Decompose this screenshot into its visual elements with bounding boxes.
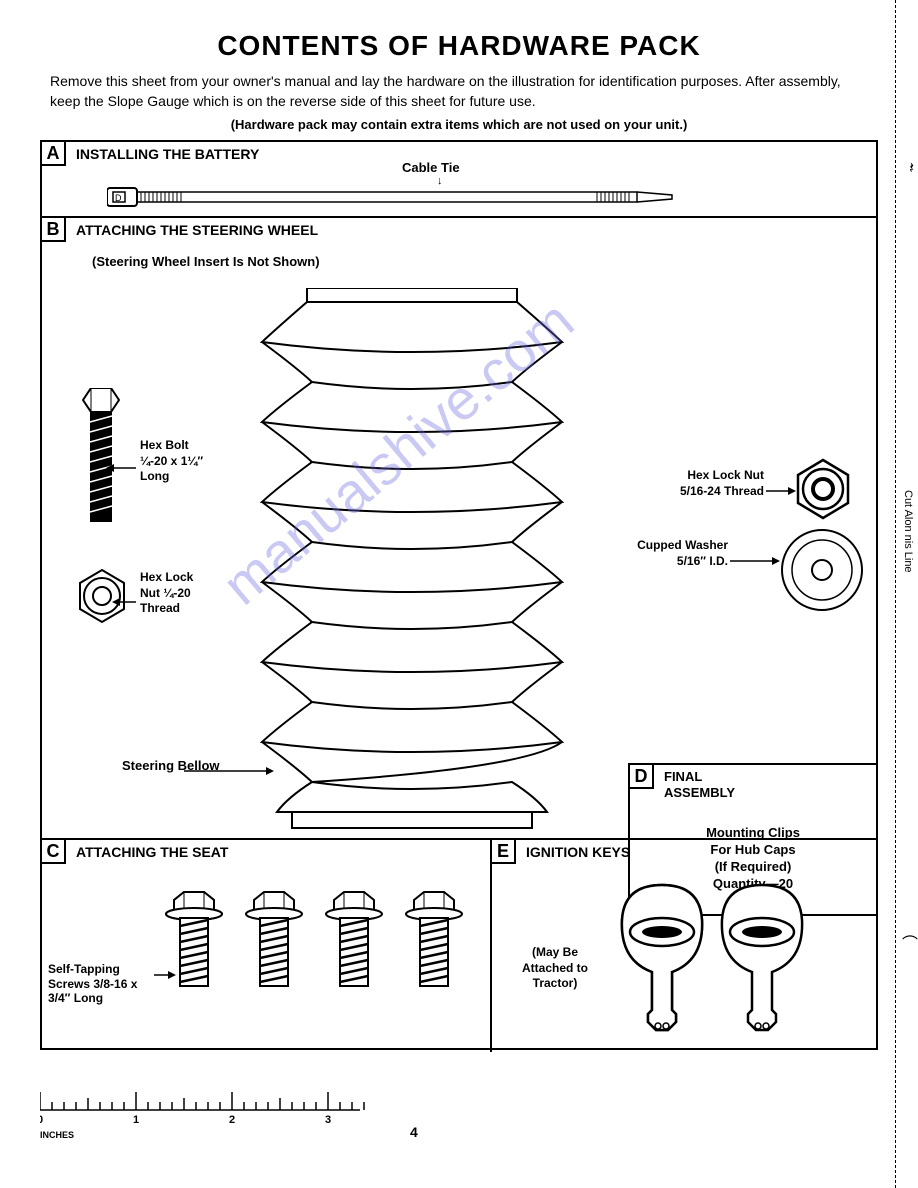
page-title: CONTENTS OF HARDWARE PACK <box>40 30 878 62</box>
steering-bellow-illustration <box>257 288 567 836</box>
artifact-mark: 𝄽 <box>909 160 914 178</box>
section-c: C ATTACHING THE SEAT Self-Tapping Screws… <box>42 838 492 1052</box>
section-e: E IGNITION KEYS (May Be Attached to Trac… <box>492 838 876 1052</box>
screw-label-text: Self-Tapping Screws 3/8-16 x 3/4″ Long <box>48 962 137 1005</box>
svg-text:1: 1 <box>133 1114 139 1126</box>
section-b: B ATTACHING THE STEERING WHEEL (Steering… <box>42 218 876 838</box>
screws-illustration <box>162 890 482 1020</box>
steering-insert-note: (Steering Wheel Insert Is Not Shown) <box>92 254 320 269</box>
svg-text:3: 3 <box>325 1114 331 1126</box>
hardware-diagram-box: A INSTALLING THE BATTERY Cable Tie ↓ D B… <box>40 140 878 1050</box>
extra-items-note: (Hardware pack may contain extra items w… <box>40 117 878 132</box>
hex-bolt-text: Hex Bolt ¼-20 x 1¼″ Long <box>140 438 203 483</box>
section-a-label: A <box>40 140 66 166</box>
section-b-label: B <box>40 216 66 242</box>
section-e-title: IGNITION KEYS <box>526 844 630 860</box>
hex-lock-nut-right-text: Hex Lock Nut 5/16-24 Thread <box>680 468 764 498</box>
cut-line <box>895 0 896 1188</box>
section-c-label: C <box>40 838 66 864</box>
intro-text: Remove this sheet from your owner's manu… <box>40 72 878 111</box>
svg-text:D: D <box>115 193 122 203</box>
page-number: 4 <box>410 1124 418 1140</box>
hex-lock-nut-label: Hex Lock Nut ¼-20 Thread <box>140 570 200 617</box>
hex-lock-nut-right-illustration <box>792 458 854 520</box>
key-note: (May Be Attached to Tractor) <box>510 945 600 992</box>
cable-tie-label: Cable Tie <box>402 160 460 175</box>
section-d-label: D <box>628 763 654 789</box>
section-a-title: INSTALLING THE BATTERY <box>76 146 259 162</box>
artifact-mark: ⌒ <box>902 930 918 954</box>
steering-bellow-label: Steering Bellow <box>122 758 220 774</box>
cable-tie-illustration: D <box>107 180 677 212</box>
cut-line-text: Cut Alon nis Line <box>902 490 914 573</box>
hex-lock-nut-text: Hex Lock Nut ¼-20 Thread <box>140 570 193 615</box>
screw-label: Self-Tapping Screws 3/8-16 x 3/4″ Long <box>48 962 158 1005</box>
cupped-washer-illustration <box>780 528 864 612</box>
ruler-illustration: 0 1 2 3 <box>40 1090 380 1126</box>
section-a: A INSTALLING THE BATTERY Cable Tie ↓ D <box>42 142 876 218</box>
inches-label: INCHES <box>40 1130 74 1140</box>
hex-lock-nut-right-label: Hex Lock Nut 5/16-24 Thread <box>664 468 764 499</box>
svg-text:2: 2 <box>229 1114 235 1126</box>
hex-bolt-label: Hex Bolt ¼-20 x 1¼″ Long <box>140 438 210 485</box>
hex-lock-nut-illustration <box>74 568 130 624</box>
section-c-title: ATTACHING THE SEAT <box>76 844 228 860</box>
section-d-title: FINALASSEMBLY <box>664 769 735 800</box>
section-e-label: E <box>490 838 516 864</box>
cupped-washer-label: Cupped Washer 5/16″ I.D. <box>618 538 728 569</box>
ignition-keys-illustration <box>612 880 832 1040</box>
section-b-title: ATTACHING THE STEERING WHEEL <box>76 222 318 238</box>
cupped-washer-text: Cupped Washer 5/16″ I.D. <box>637 538 728 568</box>
svg-text:0: 0 <box>40 1114 43 1126</box>
